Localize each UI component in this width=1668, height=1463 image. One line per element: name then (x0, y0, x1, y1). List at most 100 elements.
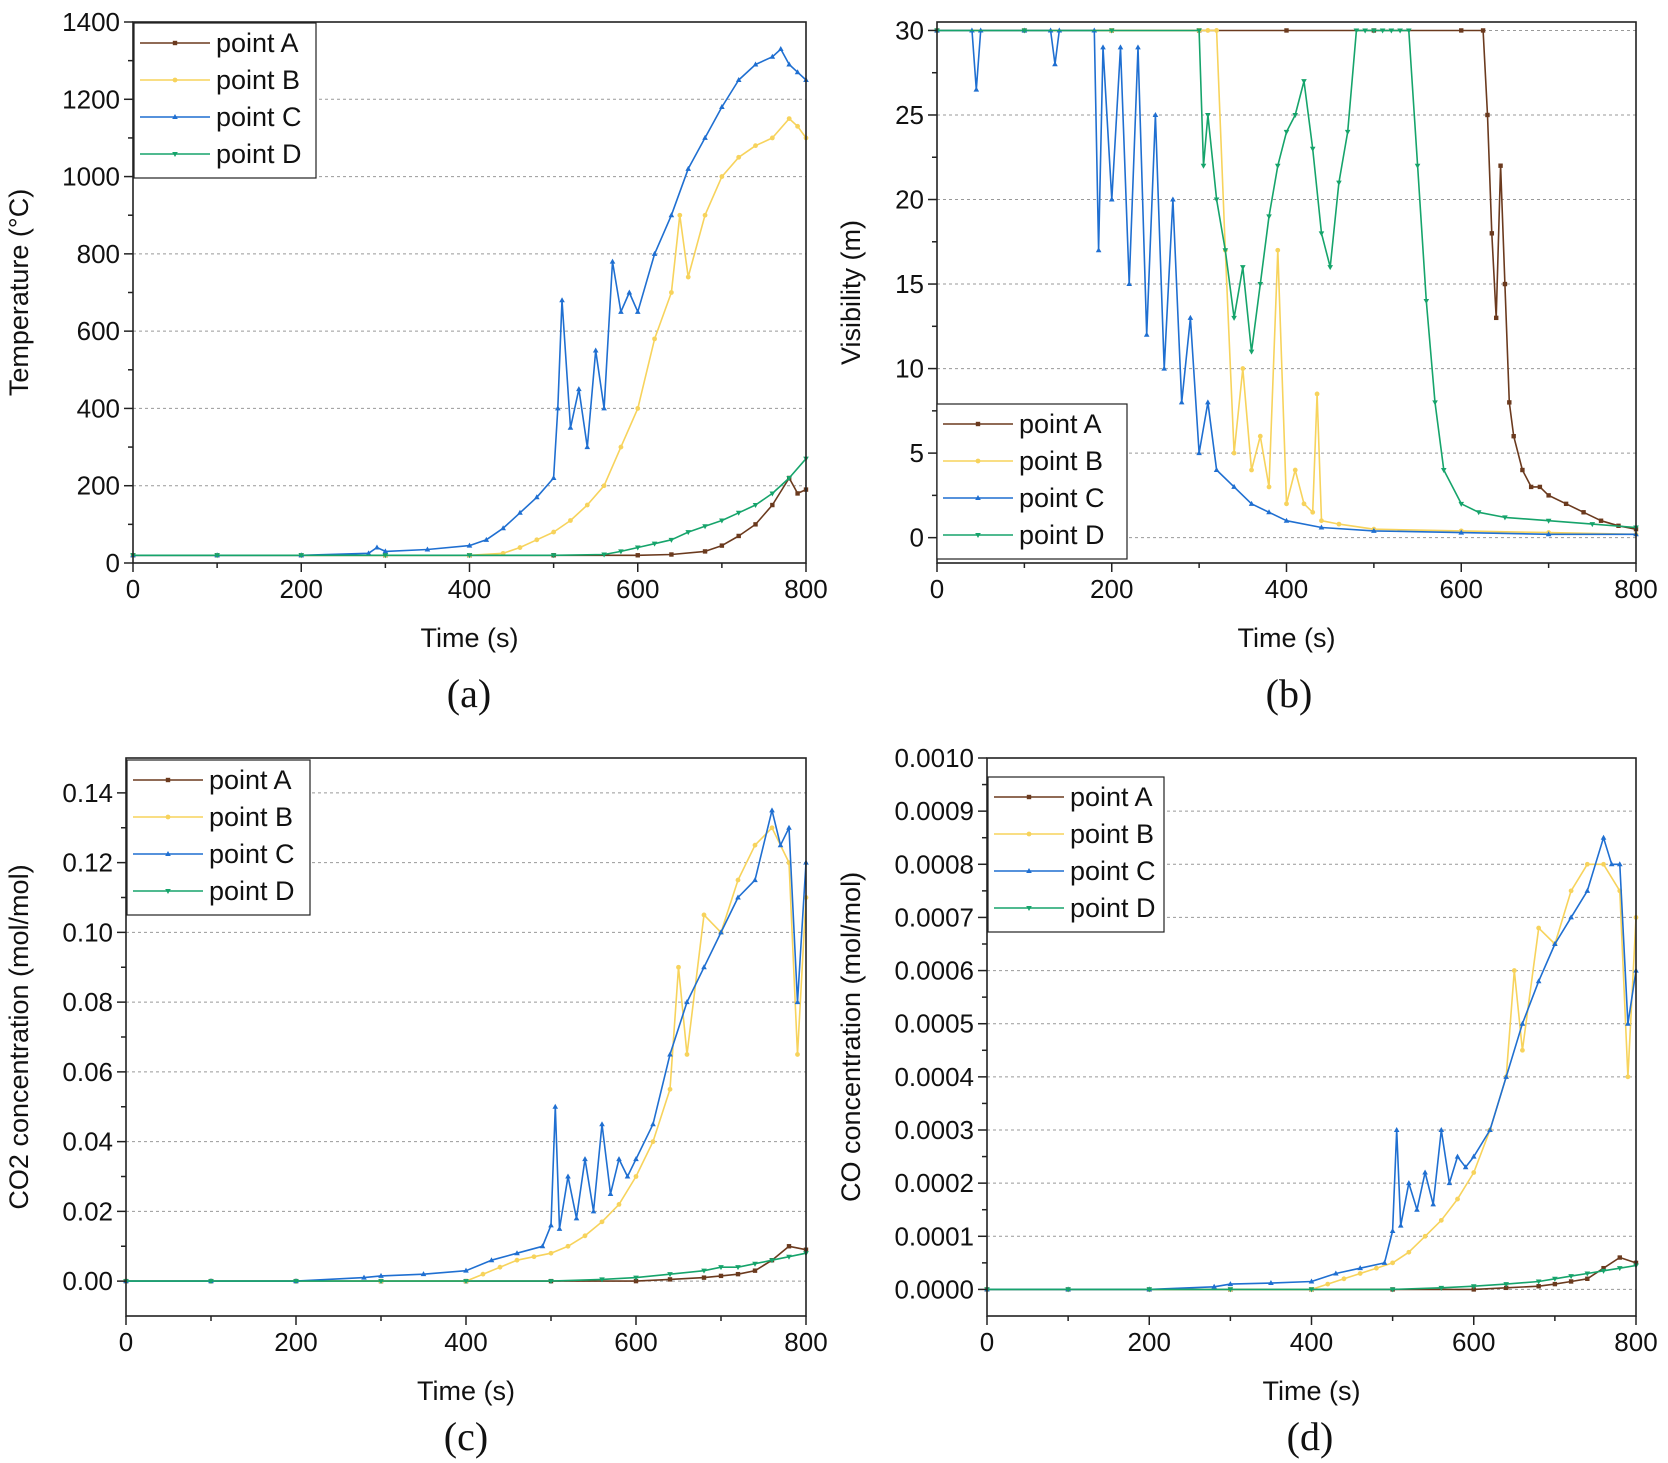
y-tick-label: 0.0006 (894, 956, 974, 986)
x-tick-label: 200 (1090, 574, 1133, 604)
data-point (1563, 501, 1569, 507)
data-point (1406, 28, 1412, 34)
data-point (735, 1265, 741, 1271)
data-point (1475, 510, 1482, 516)
data-point (669, 290, 674, 295)
y-axis-label: Temperature (°C) (4, 189, 34, 396)
data-point (599, 1121, 605, 1127)
legend-box (936, 403, 1128, 560)
x-tick-label: 0 (930, 574, 944, 604)
data-point (1422, 1233, 1428, 1239)
legend-marker (172, 40, 178, 46)
data-point (1196, 450, 1202, 456)
series-line-point-d (133, 458, 807, 557)
y-tick-label: 0.0005 (894, 1009, 974, 1039)
data-point (633, 1275, 639, 1281)
data-point (1502, 281, 1508, 287)
data-point (1584, 861, 1590, 867)
data-point (1552, 941, 1558, 946)
data-point (753, 143, 758, 149)
data-point (382, 553, 389, 559)
data-point (1459, 28, 1464, 33)
x-tick-label: 400 (1290, 1327, 1333, 1357)
x-tick-label: 400 (1265, 574, 1308, 604)
data-point (1196, 28, 1202, 34)
data-point (483, 536, 490, 542)
data-point (556, 1225, 563, 1231)
data-point (1108, 196, 1115, 202)
data-point (1308, 1278, 1315, 1284)
data-point (786, 116, 792, 122)
legend-marker (975, 533, 981, 538)
data-point (795, 491, 800, 496)
panel-label: (b) (1266, 671, 1313, 716)
data-point (735, 877, 741, 883)
data-point (677, 212, 683, 218)
data-point (1143, 331, 1150, 337)
data-point (651, 250, 658, 256)
data-point (752, 1268, 758, 1273)
data-point (298, 553, 305, 559)
data-point (1422, 1169, 1428, 1175)
y-axis-label: Visibility (m) (836, 220, 866, 365)
data-point (1222, 248, 1229, 254)
data-point (1390, 1260, 1396, 1266)
data-point (1213, 467, 1220, 473)
data-point (719, 174, 725, 179)
data-point (378, 1279, 384, 1285)
data-point (667, 1051, 673, 1057)
data-point (1325, 1281, 1331, 1287)
data-point (651, 541, 658, 547)
data-point (420, 1271, 427, 1277)
data-point (718, 929, 724, 935)
data-point (463, 1279, 469, 1285)
y-tick-label: 600 (77, 316, 120, 346)
legend-marker (172, 77, 178, 83)
data-point (1616, 1266, 1623, 1272)
data-point (1336, 180, 1342, 186)
data-point (1414, 1206, 1420, 1212)
legend-marker (1026, 906, 1032, 911)
data-point (582, 1156, 588, 1162)
data-point (1438, 1285, 1445, 1291)
series-line-point-d (987, 1264, 1637, 1291)
legend-marker (165, 777, 171, 783)
data-point (1283, 129, 1290, 135)
chart-panel-b: 0 200 400 600 800 0 5 10 15 20 25 30 Time (s) Visibil… (836, 15, 1658, 716)
data-point (1519, 1020, 1526, 1026)
data-point (1266, 214, 1272, 220)
data-point (702, 524, 708, 530)
data-point (1170, 196, 1176, 202)
data-point (1511, 434, 1516, 439)
legend: point A point B point C point D (133, 22, 317, 179)
data-point (752, 1261, 758, 1267)
data-point (1616, 861, 1623, 867)
data-point (1455, 1196, 1460, 1202)
data-point (752, 61, 759, 67)
panel-label: (a) (447, 671, 491, 716)
data-point (769, 807, 775, 813)
data-point (667, 1086, 673, 1092)
y-tick-label: 0.04 (62, 1127, 113, 1157)
data-point (517, 509, 523, 515)
data-point (1568, 888, 1574, 894)
y-tick-label: 5 (910, 438, 924, 468)
data-point (1327, 265, 1333, 271)
data-point (1319, 518, 1324, 524)
data-point (1608, 861, 1615, 867)
data-point (1211, 1283, 1217, 1289)
data-point (534, 494, 540, 500)
data-point (1552, 1281, 1558, 1287)
data-point (1065, 1287, 1071, 1293)
x-tick-label: 800 (1614, 1327, 1657, 1357)
legend-entry: point D (216, 139, 302, 169)
data-point (1284, 501, 1289, 507)
data-point (466, 542, 473, 548)
legend-box (126, 759, 311, 916)
legend-marker (975, 495, 981, 500)
data-point (735, 1271, 741, 1277)
data-point (1584, 1271, 1591, 1277)
data-point (1117, 44, 1124, 50)
data-point (1617, 1255, 1622, 1260)
data-point (1489, 231, 1495, 236)
